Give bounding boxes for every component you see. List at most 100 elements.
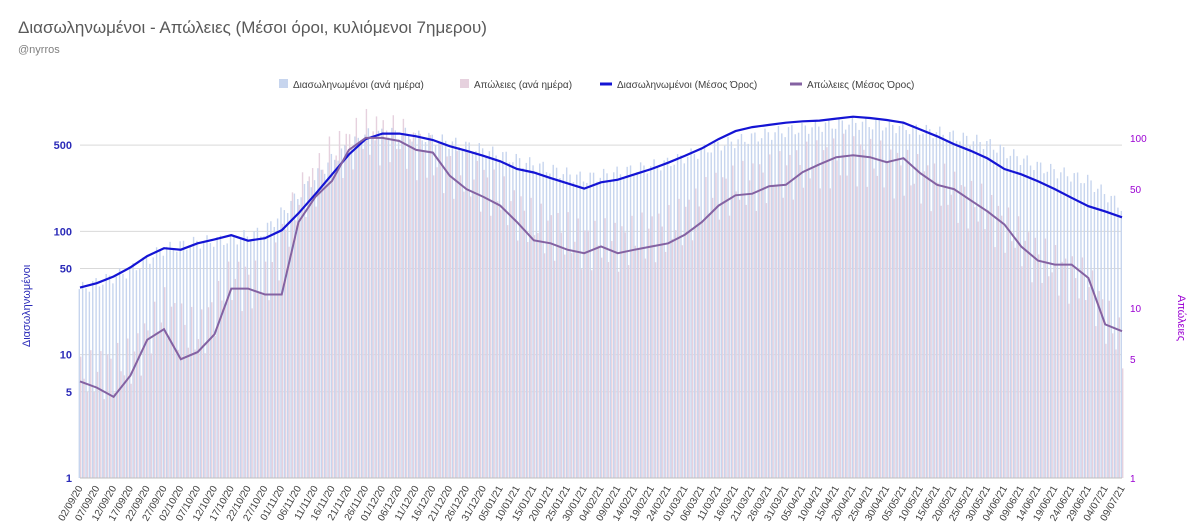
intubated-bar (922, 133, 924, 479)
deaths-bar (806, 141, 808, 478)
intubated-bar (639, 162, 642, 478)
deaths-bar (859, 144, 862, 478)
deaths-bar (322, 169, 324, 479)
deaths-bar (459, 175, 462, 478)
deaths-bar (1048, 276, 1050, 478)
intubated-bar (186, 249, 188, 478)
intubated-bar (697, 158, 699, 478)
deaths-bar (362, 148, 364, 478)
intubated-bar (478, 143, 480, 478)
deaths-bar (785, 165, 788, 478)
intubated-bar (219, 235, 222, 478)
deaths-bar (748, 180, 751, 478)
deaths-bar (893, 198, 895, 479)
intubated-bar (145, 256, 148, 478)
deaths-bar (1044, 238, 1047, 478)
intubated-bar (1033, 169, 1035, 479)
deaths-bar (90, 350, 92, 478)
deaths-bar (473, 179, 475, 478)
intubated-bar (942, 134, 944, 478)
deaths-bar (513, 190, 516, 479)
deaths-bar (913, 183, 916, 478)
intubated-bar (535, 171, 538, 478)
intubated-bar (656, 166, 659, 478)
deaths-bar (940, 205, 942, 478)
intubated-bar (522, 167, 524, 478)
deaths-bar (604, 218, 606, 478)
deaths-bar (409, 139, 411, 478)
deaths-bar (332, 173, 334, 479)
deaths-bar (116, 342, 119, 478)
deaths-bar (211, 302, 213, 478)
deaths-bar (197, 339, 200, 478)
intubated-bar (888, 119, 891, 479)
deaths-bar (637, 247, 640, 478)
deaths-bar (590, 270, 593, 478)
intubated-bar (693, 153, 696, 478)
deaths-bar (254, 260, 257, 478)
deaths-bar (338, 130, 341, 479)
intubated-bar (414, 133, 417, 479)
deaths-bar (772, 185, 774, 478)
deaths-bar (641, 212, 643, 478)
deaths-bar (927, 165, 929, 479)
intubated-bar (740, 133, 743, 478)
intubated-bar (498, 160, 501, 478)
deaths-bar (308, 176, 310, 479)
deaths-bar (456, 150, 458, 479)
intubated-bar (172, 249, 175, 478)
deaths-bar (685, 206, 687, 479)
deaths-bar (86, 391, 89, 478)
deaths-bar (826, 147, 828, 479)
intubated-bar (861, 121, 864, 478)
deaths-bar (369, 154, 371, 478)
intubated-bar (636, 172, 638, 478)
deaths-bar (752, 163, 754, 479)
intubated-bar (935, 132, 938, 478)
deaths-bar (708, 215, 710, 478)
deaths-bar (527, 242, 529, 478)
deaths-bar (1071, 256, 1073, 478)
deaths-bar (722, 177, 724, 478)
intubated-bar (461, 150, 464, 478)
intubated-bar (979, 141, 981, 478)
deaths-bar (1058, 295, 1060, 478)
deaths-bar (661, 226, 663, 478)
deaths-bar (570, 253, 573, 478)
intubated-bar (441, 134, 444, 478)
deaths-bar (1101, 299, 1104, 478)
intubated-bar (683, 163, 686, 479)
deaths-bar (268, 300, 270, 478)
intubated-bar (821, 131, 823, 478)
intubated-bar (330, 153, 333, 478)
left-axis-ticks: 1 5 10 50 100 500 (54, 140, 72, 485)
intubated-bar (710, 152, 712, 478)
intubated-bar (686, 156, 689, 478)
deaths-bar (174, 303, 176, 478)
deaths-bar (395, 148, 398, 478)
deaths-bar (994, 247, 996, 478)
deaths-bar (611, 240, 613, 478)
deaths-bar (120, 371, 122, 478)
legend-swatch (279, 79, 288, 88)
intubated-bar (397, 139, 400, 478)
deaths-bar (795, 150, 798, 478)
intubated-bar (320, 169, 323, 478)
right-tick-label: 100 (1130, 134, 1147, 145)
intubated-bar (811, 127, 813, 479)
legend-label: Διασωληνωμένοι (Μέσος Όρος) (617, 79, 757, 91)
deaths-bar (1007, 207, 1010, 478)
intubated-bar (1103, 194, 1106, 479)
deaths-bar (903, 195, 905, 478)
deaths-bar (738, 199, 741, 478)
deaths-bar (816, 140, 818, 478)
deaths-bar (1017, 216, 1020, 479)
legend-item: Διασωληνωμένοι (Μέσος Όρος) (600, 79, 757, 91)
intubated-bar (1110, 195, 1112, 478)
intubated-bar (1090, 180, 1092, 478)
deaths-bar (389, 162, 391, 478)
intubated-bar (1100, 184, 1102, 478)
deaths-bar (691, 240, 694, 478)
intubated-bar (559, 177, 561, 478)
deaths-bar (711, 197, 714, 478)
